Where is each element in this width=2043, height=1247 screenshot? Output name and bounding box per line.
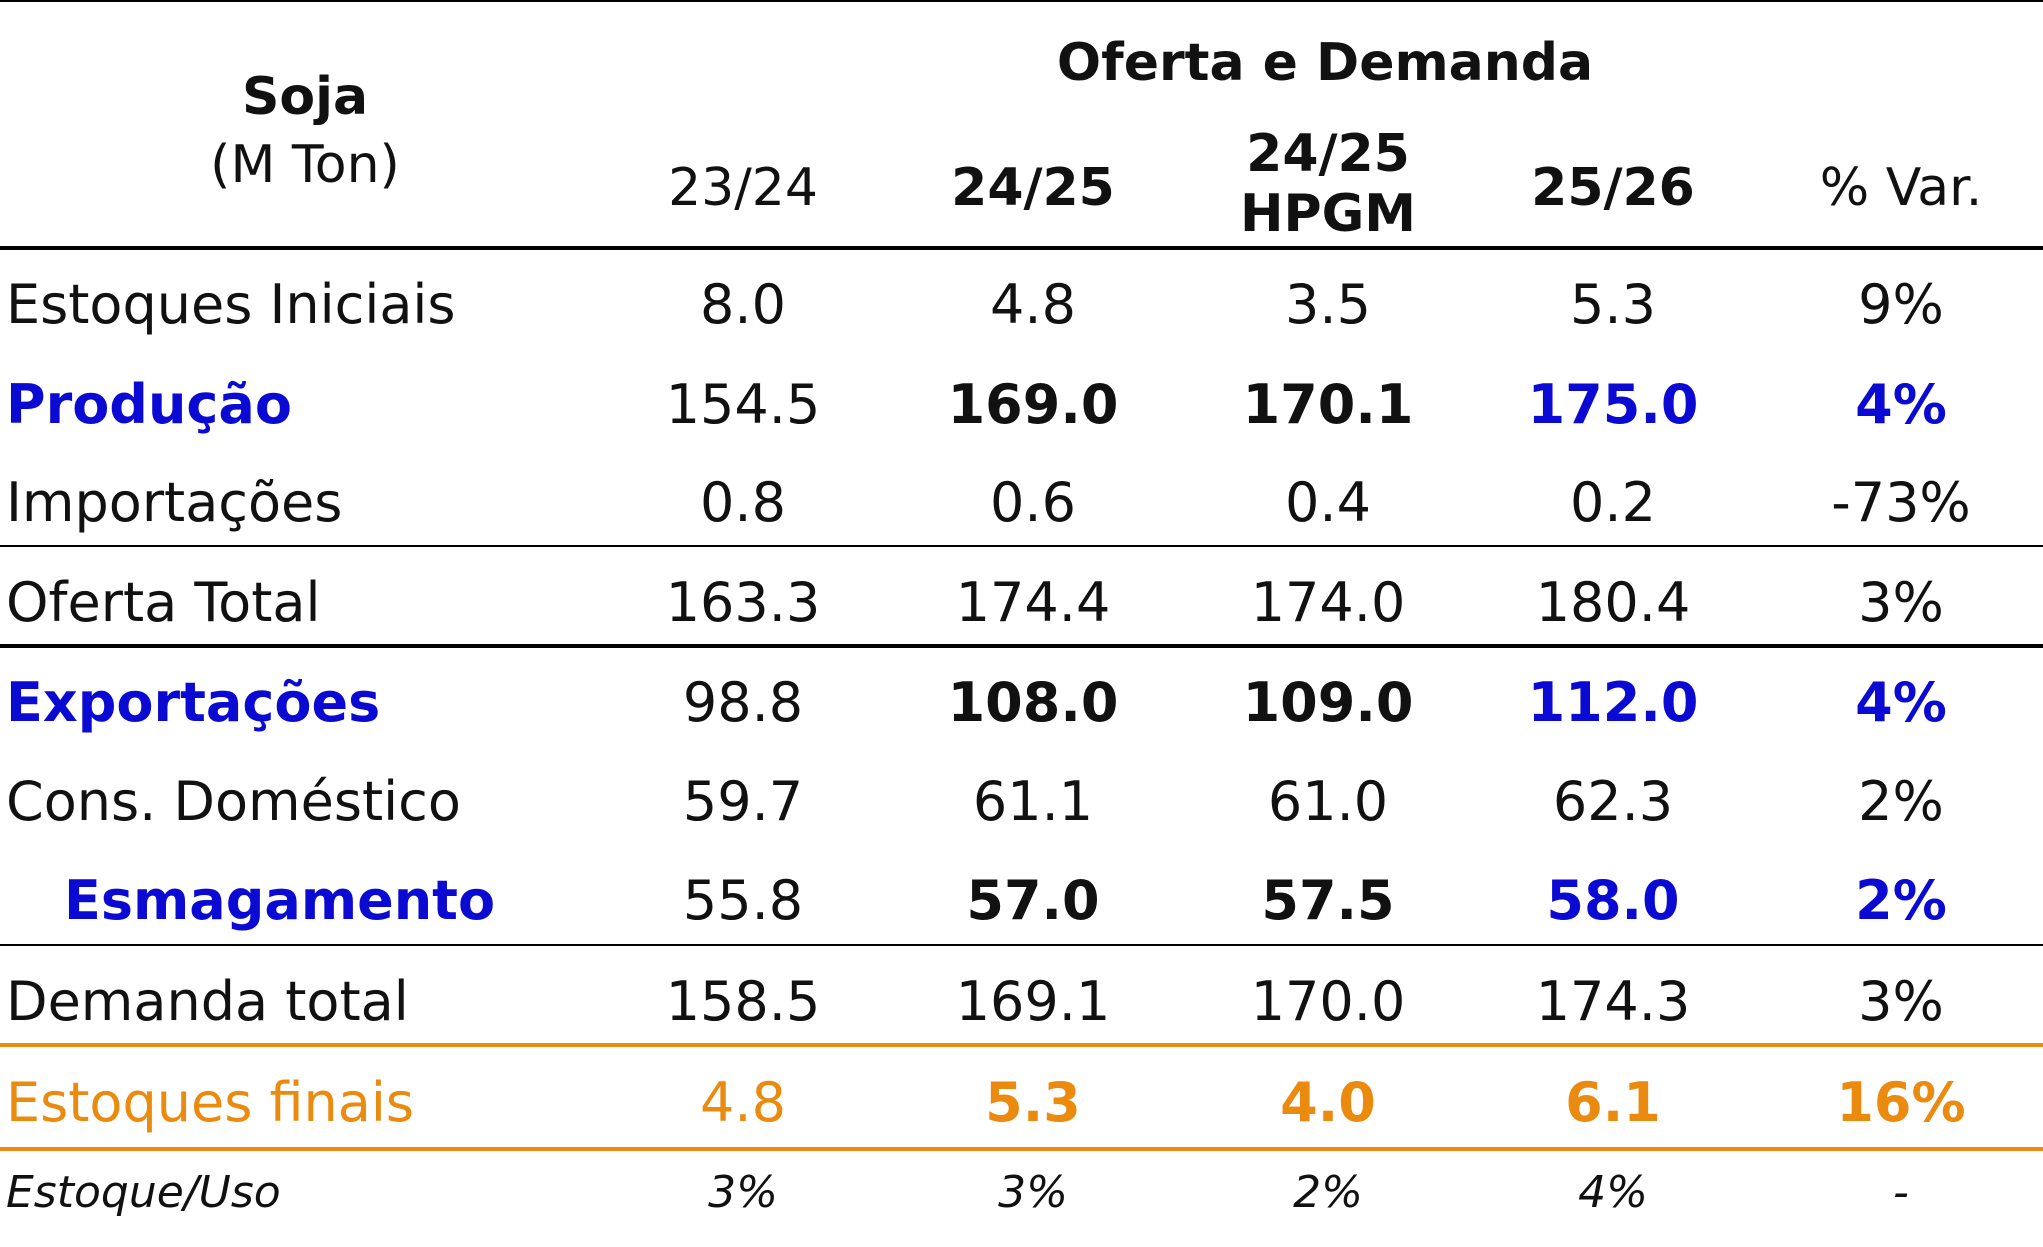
cell-24-25: 0.6 xyxy=(990,471,1076,534)
row-label: Cons. Doméstico xyxy=(6,770,461,833)
row-label: Oferta Total xyxy=(6,571,321,634)
cell-24-25: 4.8 xyxy=(990,273,1076,336)
cell-24-25-hpgm: 170.1 xyxy=(1242,373,1414,436)
cell-25-26: 180.4 xyxy=(1535,571,1691,634)
cell-23-24: 8.0 xyxy=(700,273,786,336)
column-header-24-25-hpgm-line1: 24/25 xyxy=(1246,124,1410,184)
table-row-oferta-total: Oferta Total 163.3 174.4 174.0 180.4 3% xyxy=(0,558,2043,648)
row-label: Demanda total xyxy=(6,970,409,1033)
row-label: Produção xyxy=(6,373,292,436)
section-divider xyxy=(0,644,2043,648)
cell-23-24: 0.8 xyxy=(700,471,786,534)
section-divider xyxy=(0,944,2043,946)
table-row-exportacoes: Exportações 98.8 108.0 109.0 112.0 4% xyxy=(0,658,2043,748)
cell-pct-var: 9% xyxy=(1858,273,1944,336)
row-label: Estoques Iniciais xyxy=(6,273,456,336)
table-title: Soja xyxy=(241,67,369,127)
section-divider xyxy=(0,545,2043,547)
cell-25-26: 4% xyxy=(1578,1167,1648,1218)
cell-23-24: 55.8 xyxy=(682,869,804,932)
row-label: Estoque/Uso xyxy=(6,1167,281,1218)
cell-pct-var: -73% xyxy=(1831,471,1971,534)
cell-24-25: 174.4 xyxy=(955,571,1111,634)
table-row-estoques-iniciais: Estoques Iniciais 8.0 4.8 3.5 5.3 9% xyxy=(0,260,2043,350)
table-row-estoque-uso: Estoque/Uso 3% 3% 2% 4% - xyxy=(0,1148,2043,1238)
cell-25-26: 6.1 xyxy=(1565,1071,1661,1134)
ending-stocks-top-rule xyxy=(0,1043,2043,1047)
header-divider xyxy=(0,246,2043,250)
cell-pct-var: 4% xyxy=(1855,671,1947,734)
cell-pct-var: - xyxy=(1893,1167,1909,1218)
cell-pct-var: 3% xyxy=(1858,970,1944,1033)
column-header-23-24: 23/24 xyxy=(668,158,818,218)
cell-25-26: 62.3 xyxy=(1552,770,1674,833)
column-header-pct-var: % Var. xyxy=(1819,158,1983,218)
cell-24-25-hpgm: 170.0 xyxy=(1250,970,1406,1033)
cell-23-24: 163.3 xyxy=(665,571,821,634)
cell-24-25: 108.0 xyxy=(947,671,1119,734)
cell-25-26: 112.0 xyxy=(1527,671,1699,734)
table-row-esmagamento: Esmagamento 55.8 57.0 57.5 58.0 2% xyxy=(0,856,2043,946)
cell-pct-var: 4% xyxy=(1855,373,1947,436)
cell-pct-var: 2% xyxy=(1858,770,1944,833)
row-label: Importações xyxy=(6,471,343,534)
table-row-estoques-finais: Estoques finais 4.8 5.3 4.0 6.1 16% xyxy=(0,1058,2043,1148)
cell-25-26: 175.0 xyxy=(1527,373,1699,436)
top-border xyxy=(0,0,2043,2)
row-label: Esmagamento xyxy=(64,869,496,932)
cell-23-24: 4.8 xyxy=(700,1071,786,1134)
table-row-cons-domestico: Cons. Doméstico 59.7 61.1 61.0 62.3 2% xyxy=(0,757,2043,847)
cell-23-24: 59.7 xyxy=(682,770,804,833)
cell-pct-var: 3% xyxy=(1858,571,1944,634)
column-group-header: Oferta e Demanda xyxy=(1056,33,1594,93)
cell-23-24: 98.8 xyxy=(682,671,804,734)
cell-24-25-hpgm: 174.0 xyxy=(1250,571,1406,634)
cell-pct-var: 16% xyxy=(1836,1071,1966,1134)
table-row-importacoes: Importações 0.8 0.6 0.4 0.2 -73% xyxy=(0,458,2043,548)
cell-24-25-hpgm: 61.0 xyxy=(1267,770,1389,833)
ending-stocks-bottom-rule xyxy=(0,1147,2043,1151)
cell-23-24: 158.5 xyxy=(665,970,821,1033)
cell-23-24: 3% xyxy=(708,1167,778,1218)
column-header-24-25-hpgm-line2: HPGM xyxy=(1239,184,1417,244)
cell-24-25-hpgm: 4.0 xyxy=(1280,1071,1376,1134)
table-row-producao: Produção 154.5 169.0 170.1 175.0 4% xyxy=(0,360,2043,450)
cell-23-24: 154.5 xyxy=(665,373,821,436)
cell-25-26: 174.3 xyxy=(1535,970,1691,1033)
table-unit: (M Ton) xyxy=(210,135,400,195)
cell-24-25: 169.1 xyxy=(955,970,1111,1033)
cell-24-25-hpgm: 109.0 xyxy=(1242,671,1414,734)
row-label: Exportações xyxy=(6,671,381,734)
column-header-25-26: 25/26 xyxy=(1531,158,1695,218)
cell-pct-var: 2% xyxy=(1855,869,1947,932)
cell-24-25: 3% xyxy=(998,1167,1068,1218)
cell-24-25: 5.3 xyxy=(985,1071,1081,1134)
cell-24-25: 169.0 xyxy=(947,373,1119,436)
cell-24-25: 57.0 xyxy=(966,869,1100,932)
cell-25-26: 5.3 xyxy=(1570,273,1656,336)
cell-25-26: 0.2 xyxy=(1570,471,1656,534)
table-row-demanda-total: Demanda total 158.5 169.1 170.0 174.3 3% xyxy=(0,957,2043,1047)
cell-24-25-hpgm: 0.4 xyxy=(1285,471,1371,534)
cell-24-25: 61.1 xyxy=(972,770,1094,833)
cell-24-25-hpgm: 3.5 xyxy=(1285,273,1371,336)
cell-24-25-hpgm: 57.5 xyxy=(1261,869,1395,932)
column-header-24-25-hpgm: 24/25 HPGM xyxy=(1183,124,1473,244)
cell-25-26: 58.0 xyxy=(1546,869,1680,932)
cell-24-25-hpgm: 2% xyxy=(1293,1167,1363,1218)
column-header-24-25: 24/25 xyxy=(951,158,1115,218)
row-label: Estoques finais xyxy=(6,1071,414,1134)
